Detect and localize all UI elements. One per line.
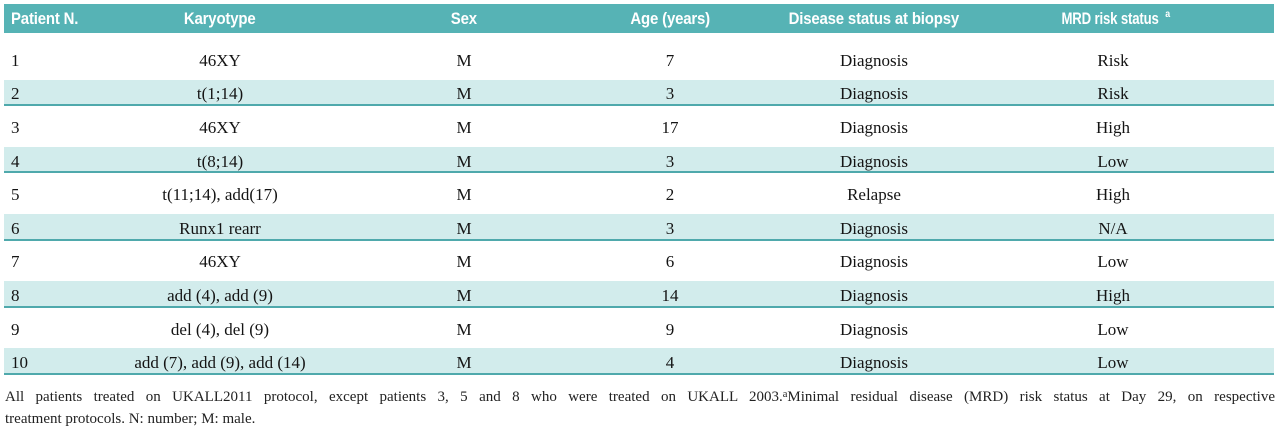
mrd-risk-cell: High <box>1096 117 1130 137</box>
patient-cell: 1 <box>11 50 20 70</box>
table-row: 9 del (4), del (9) M 9 Diagnosis Low <box>4 313 1274 347</box>
footnote-line-2: treatment protocols. N: number; M: male. <box>5 411 256 427</box>
sex-cell: M <box>456 117 472 137</box>
disease-status-cell: Diagnosis <box>840 218 908 238</box>
karyotype-cell: add (7), add (9), add (14) <box>134 353 306 373</box>
mrd-risk-cell: N/A <box>1098 218 1128 238</box>
disease-status-cell: Diagnosis <box>840 50 908 70</box>
disease-status-cell: Diagnosis <box>840 151 908 171</box>
table-row: 10 add (7), add (9), add (14) M 4 Diagno… <box>4 346 1274 380</box>
age-cell: 14 <box>661 285 679 305</box>
sex-cell: M <box>456 285 472 305</box>
karyotype-cell: 46XY <box>199 117 241 137</box>
patient-cell: 2 <box>11 84 20 104</box>
age-cell: 4 <box>665 353 675 373</box>
age-cell: 7 <box>665 50 675 70</box>
table-row: 7 46XY M 6 Diagnosis Low <box>4 246 1274 280</box>
disease-status-cell: Diagnosis <box>840 117 908 137</box>
patient-cell: 6 <box>11 218 20 238</box>
mrd-risk-cell: Low <box>1097 252 1129 272</box>
footnote-superscript: a <box>782 389 788 400</box>
table-row: 5 t(11;14), add(17) M 2 Relapse High <box>4 178 1274 212</box>
sex-cell: M <box>456 319 472 339</box>
karyotype-cell: 46XY <box>199 252 241 272</box>
sex-cell: M <box>456 50 472 70</box>
header-body-gap <box>4 33 1274 44</box>
table-header-row: Patient N. Karyotype Sex Age (years) Dis… <box>4 4 1274 33</box>
footnote-line-1: All patients treated on UKALL2011 protoc… <box>5 384 1275 408</box>
sex-cell: M <box>456 218 472 238</box>
column-header-mrd-risk: MRD risk status a <box>1061 8 1171 28</box>
column-header-disease-status: Disease status at biopsy <box>788 8 960 28</box>
mrd-risk-cell: Risk <box>1097 50 1129 70</box>
column-header-patient-n: Patient N. <box>11 8 79 28</box>
footnote-line-1-text: All patients treated on UKALL2011 protoc… <box>5 389 783 405</box>
disease-status-cell: Diagnosis <box>840 319 908 339</box>
sex-cell: M <box>456 185 472 205</box>
patient-cell: 3 <box>11 117 20 137</box>
table-row: 1 46XY M 7 Diagnosis Risk <box>4 44 1274 78</box>
disease-status-cell: Diagnosis <box>840 285 908 305</box>
karyotype-cell: t(11;14), add(17) <box>162 185 278 205</box>
karyotype-cell: del (4), del (9) <box>170 319 270 339</box>
karyotype-cell: Runx1 rearr <box>179 218 261 238</box>
patient-cell: 5 <box>11 185 20 205</box>
column-header-sex: Sex <box>450 8 478 28</box>
patient-cell: 8 <box>11 285 20 305</box>
column-header-age: Age (years) <box>630 8 710 28</box>
karyotype-cell: t(8;14) <box>196 151 244 171</box>
footnote-line-1-continued: Minimal residual disease (MRD) risk stat… <box>787 389 1275 405</box>
mrd-risk-cell: Low <box>1097 353 1129 373</box>
age-cell: 6 <box>665 252 675 272</box>
column-header-karyotype: Karyotype <box>184 8 256 28</box>
mrd-risk-cell: High <box>1096 185 1130 205</box>
patient-cell: 7 <box>11 252 20 272</box>
disease-status-cell: Relapse <box>847 185 901 205</box>
footnote: All patients treated on UKALL2011 protoc… <box>5 384 1275 430</box>
patient-cell: 10 <box>11 353 28 373</box>
table-row: 3 46XY M 17 Diagnosis High <box>4 111 1274 145</box>
sex-cell: M <box>456 252 472 272</box>
sex-cell: M <box>456 151 472 171</box>
table-row: 8 add (4), add (9) M 14 Diagnosis High <box>4 279 1274 313</box>
age-cell: 3 <box>665 218 675 238</box>
mrd-superscript: a <box>1165 8 1171 20</box>
patient-table: Patient N. Karyotype Sex Age (years) Dis… <box>4 4 1274 380</box>
age-cell: 9 <box>665 319 675 339</box>
mrd-risk-cell: Low <box>1097 151 1129 171</box>
karyotype-cell: 46XY <box>199 50 241 70</box>
age-cell: 3 <box>665 151 675 171</box>
table-row: 2 t(1;14) M 3 Diagnosis Risk <box>4 77 1274 112</box>
age-cell: 3 <box>665 84 675 104</box>
disease-status-cell: Diagnosis <box>840 252 908 272</box>
age-cell: 17 <box>661 117 679 137</box>
mrd-risk-cell: Risk <box>1097 84 1129 104</box>
karyotype-cell: add (4), add (9) <box>167 285 273 305</box>
sex-cell: M <box>456 353 472 373</box>
disease-status-cell: Diagnosis <box>840 84 908 104</box>
patient-cell: 4 <box>11 151 20 171</box>
karyotype-cell: t(1;14) <box>196 84 244 104</box>
age-cell: 2 <box>665 185 675 205</box>
table-row: 6 Runx1 rearr M 3 Diagnosis N/A <box>4 211 1274 246</box>
table-row: 4 t(8;14) M 3 Diagnosis Low <box>4 144 1274 179</box>
mrd-risk-cell: Low <box>1097 319 1129 339</box>
patient-cell: 9 <box>11 319 20 339</box>
sex-cell: M <box>456 84 472 104</box>
mrd-risk-cell: High <box>1096 285 1130 305</box>
disease-status-cell: Diagnosis <box>840 353 908 373</box>
